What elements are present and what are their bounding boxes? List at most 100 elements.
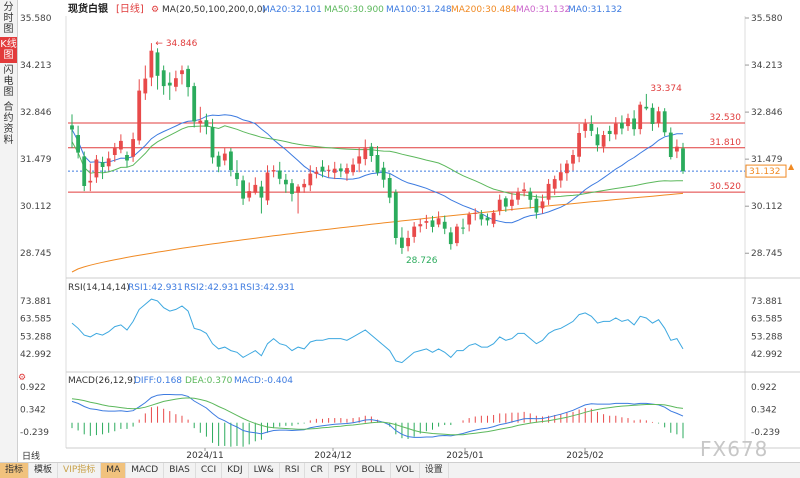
candle-body: [284, 179, 288, 185]
macd-item: DIFF:0.168: [134, 376, 182, 386]
candle-body: [638, 104, 643, 130]
current-price-tag-box: [745, 164, 787, 178]
candle-body: [681, 148, 685, 172]
candle-body: [357, 156, 362, 164]
candle-body: [296, 186, 300, 193]
candles: [70, 43, 685, 254]
candle-body: [656, 111, 661, 123]
ma-item: MA0:31.132: [516, 5, 570, 15]
current-price-tag: 31.132: [749, 167, 781, 177]
instrument-title: 现货白银: [68, 2, 109, 15]
indicator-tab-vip[interactable]: VIP指标: [58, 463, 102, 478]
candle-body: [442, 221, 447, 229]
candle-body: [167, 82, 172, 86]
indicator-tab-templates[interactable]: 模板: [29, 463, 59, 478]
indicator-kdj[interactable]: KDJ: [222, 463, 249, 478]
candle-body: [143, 78, 148, 94]
candle-body: [198, 120, 203, 124]
indicator-cr[interactable]: CR: [305, 463, 329, 478]
indicator-lwr[interactable]: LW&: [249, 463, 280, 478]
ma-item: MA0:31.132: [568, 5, 622, 15]
price-tick-label: 32.846: [751, 108, 783, 118]
candle-body: [552, 179, 557, 189]
level-label: 32.530: [710, 113, 742, 123]
candle-body: [210, 127, 215, 158]
candle-body: [400, 237, 404, 248]
indicator-macd[interactable]: MACD: [126, 463, 165, 478]
candle-body: [565, 163, 569, 174]
macd-tick-label-left: 0.922: [20, 383, 46, 393]
candle-body: [82, 156, 87, 186]
candle-body: [516, 191, 520, 200]
candle-body: [351, 164, 355, 173]
candle-body: [180, 70, 184, 75]
candle-body: [571, 155, 575, 164]
indicator-psy[interactable]: PSY: [329, 463, 357, 478]
rsi-tick-label-left: 53.288: [20, 332, 52, 342]
rsi-tick-label-left: 63.585: [20, 315, 52, 325]
left-vertical-tabs: 分时图 K线图 闪电图 合约资料: [0, 0, 18, 462]
price-tick-label: 28.745: [751, 249, 783, 259]
indicator-tab-indicators[interactable]: 指标: [0, 463, 30, 478]
rsi-tick-label-left: 42.992: [20, 350, 52, 360]
ma-item: MA20:32.101: [262, 5, 322, 15]
candle-body: [455, 226, 459, 244]
candle-body: [479, 214, 484, 220]
settings-icon[interactable]: ⚙: [151, 5, 159, 15]
candle-body: [253, 184, 258, 193]
candle-body: [137, 90, 142, 141]
period-tag[interactable]: 日线: [22, 451, 41, 463]
indicator-cci[interactable]: CCI: [196, 463, 223, 478]
candle-body: [265, 172, 270, 201]
candle-body: [491, 212, 496, 224]
candle-body: [369, 146, 374, 156]
candle-body: [595, 134, 600, 146]
date-tick-label: 2025/01: [446, 451, 483, 461]
candle-body: [503, 198, 508, 207]
candle-body: [332, 168, 337, 173]
tab-flash-chart[interactable]: 闪电图: [3, 65, 14, 98]
candlestick-chart[interactable]: 35.580 35.580 34.213 34.213 32.846 32.846 31.4…: [0, 0, 800, 462]
ma-item: MA100:31.248: [386, 5, 452, 15]
candle-body: [247, 191, 252, 198]
tab-k-line[interactable]: K线图: [0, 37, 17, 63]
macd-settings-icon[interactable]: ⚙: [18, 373, 26, 383]
candle-body: [94, 159, 99, 178]
candle-body: [626, 118, 630, 127]
candle-body: [381, 167, 386, 180]
candle-body: [424, 221, 429, 223]
candle-body: [192, 86, 197, 122]
price-tick-label-left: 32.846: [20, 108, 52, 118]
watermark: FX678: [700, 437, 769, 461]
candle-body: [125, 155, 129, 161]
price-axis: 35.580 35.580 34.213 34.213 32.846 32.846 31.4…: [20, 14, 783, 259]
candle-body: [161, 70, 166, 87]
date-tick-label: 2024/11: [186, 451, 223, 461]
candle-body: [216, 155, 221, 167]
settings-button[interactable]: 设置: [420, 463, 449, 478]
candle-body: [88, 180, 93, 183]
candle-body: [436, 218, 441, 225]
indicator-vol[interactable]: VOL: [391, 463, 420, 478]
rsi-panel: 73.881 73.881 63.585 63.585 53.288 53.288 42.9…: [20, 297, 783, 364]
indicator-boll[interactable]: BOLL: [357, 463, 391, 478]
tab-contract-info[interactable]: 合约资料: [3, 102, 14, 146]
candle-body: [467, 214, 472, 225]
candle-body: [668, 132, 673, 157]
indicator-bias[interactable]: BIAS: [164, 463, 196, 478]
candle-body: [277, 170, 282, 179]
price-tick-label: 30.112: [751, 202, 783, 212]
candle-body: [485, 217, 490, 221]
candle-body: [338, 168, 343, 172]
candle-body: [186, 68, 190, 88]
candle-body: [497, 199, 502, 211]
current-price-marker: ▲: [788, 162, 795, 171]
ma-item: MA200:30.484: [451, 5, 517, 15]
rsi-title: RSI(14,14,14): [68, 283, 130, 293]
indicator-rsi[interactable]: RSI: [280, 463, 306, 478]
macd-tick-label: -0.239: [751, 428, 780, 438]
tab-time-chart[interactable]: 分时图: [3, 2, 14, 35]
candle-body: [222, 153, 227, 161]
candle-body: [540, 201, 545, 209]
indicator-ma[interactable]: MA: [101, 463, 127, 478]
